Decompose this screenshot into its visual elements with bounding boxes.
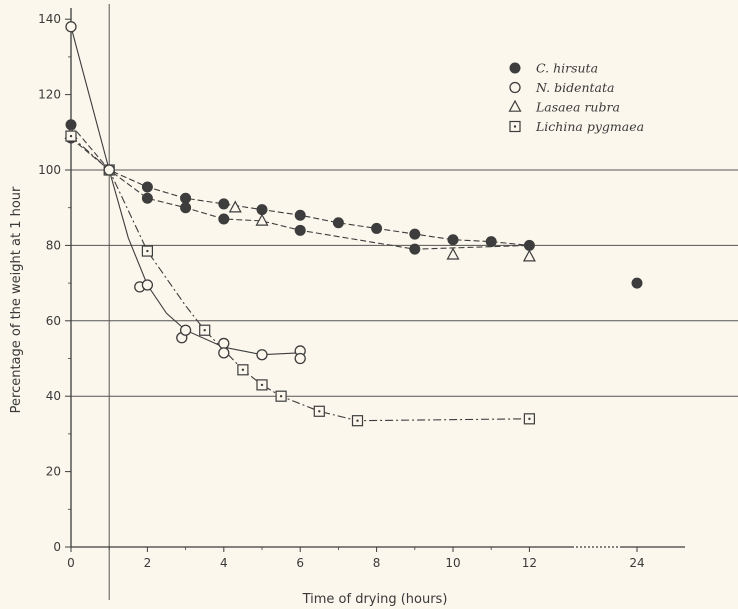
- data-point: [522, 249, 536, 262]
- data-point: [409, 243, 421, 255]
- legend-marker-dot: [513, 125, 517, 128]
- data-point-reference: [103, 164, 115, 176]
- data-point-dot: [528, 417, 531, 421]
- series-lasaea-rubra: [64, 126, 536, 262]
- legend: C. hirsuta N. bidentata Lasaea rubra Lichin…: [508, 61, 644, 134]
- data-point: [294, 352, 306, 365]
- data-point: [218, 213, 230, 225]
- y-tick-label: 140: [38, 12, 61, 26]
- x-tick-label: 24: [629, 556, 644, 570]
- legend-label: Lichina pygmaea: [535, 119, 644, 134]
- data-point: [141, 279, 154, 291]
- data-point-dot: [260, 383, 264, 387]
- y-tick-label: 120: [38, 88, 61, 102]
- data-point: [371, 222, 383, 234]
- data-point: [180, 202, 192, 214]
- data-point: [485, 236, 497, 248]
- y-tick-label: 40: [46, 389, 61, 403]
- data-point: [179, 324, 192, 336]
- data-point-dot: [69, 134, 73, 138]
- legend-label: C. hirsuta: [536, 61, 598, 76]
- series-n-bidentata: [65, 21, 306, 365]
- x-tick-label: 0: [67, 556, 75, 570]
- data-point-dot: [279, 395, 283, 398]
- legend-marker: [509, 81, 521, 94]
- data-point: [228, 200, 242, 213]
- legend-marker: [509, 62, 521, 74]
- data-point: [294, 209, 306, 221]
- data-point: [141, 181, 153, 193]
- y-tick-label: 100: [38, 163, 61, 177]
- data-point: [631, 277, 643, 289]
- data-point: [180, 192, 192, 204]
- data-point: [256, 349, 268, 361]
- data-point: [409, 228, 421, 240]
- y-tick-label: 80: [46, 238, 61, 252]
- y-tick-label: 60: [46, 314, 61, 328]
- data-point: [141, 192, 153, 204]
- series-c-hirsuta: [65, 119, 643, 289]
- x-tick-label: 4: [220, 556, 228, 570]
- legend-marker: [508, 99, 522, 112]
- data-point: [218, 198, 230, 210]
- x-tick-label: 12: [522, 556, 537, 570]
- data-point: [256, 204, 268, 216]
- data-point-dot: [203, 329, 206, 332]
- x-tick-label: 6: [296, 556, 304, 570]
- x-tick-label: 2: [144, 556, 152, 570]
- x-axis-title: Time of drying (hours): [302, 592, 448, 607]
- data-point: [218, 337, 230, 350]
- y-tick-label: 0: [53, 540, 61, 554]
- curve-n-bidentata: [70, 26, 301, 356]
- data-point: [218, 347, 230, 359]
- data-point-dot: [318, 410, 321, 413]
- data-point: [255, 213, 269, 226]
- data-point: [446, 247, 460, 260]
- data-point: [447, 234, 459, 246]
- x-tick-label: 10: [445, 556, 460, 570]
- series-lichina-pygmaea: [65, 130, 536, 427]
- x-tick-label: 8: [373, 556, 381, 570]
- legend-label: N. bidentata: [535, 80, 615, 95]
- curve-lichina-pygmaea: [70, 135, 530, 422]
- y-axis-title: Percentage of the weight at 1 hour: [9, 186, 24, 413]
- data-point-dot: [146, 249, 149, 253]
- legend-label: Lasaea rubra: [535, 100, 620, 115]
- data-point: [294, 224, 306, 236]
- data-point: [332, 217, 344, 229]
- data-point-dot: [356, 419, 359, 422]
- data-point-dot: [241, 368, 245, 372]
- data-point: [523, 239, 535, 251]
- y-tick-label: 20: [46, 465, 61, 479]
- data-point: [65, 21, 77, 33]
